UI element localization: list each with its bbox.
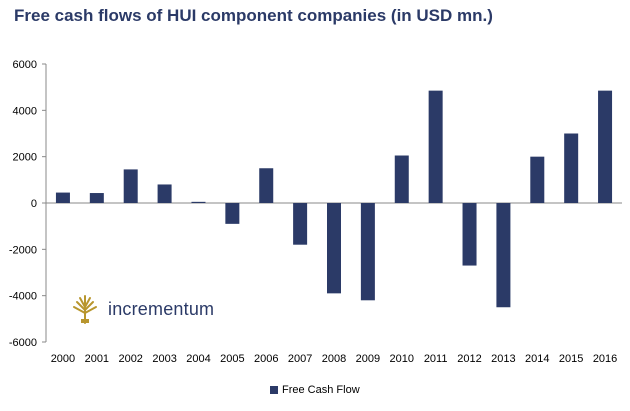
x-axis: 2000 2001 2002 2003 2004 2005 2006 2007 2008 2009… bbox=[51, 353, 618, 365]
legend-label: Free Cash Flow bbox=[282, 384, 360, 396]
bar-2007 bbox=[293, 203, 308, 245]
bars bbox=[55, 90, 613, 308]
x-tick-label: 2002 bbox=[118, 353, 142, 365]
bar-2016 bbox=[598, 90, 613, 203]
bar-2005 bbox=[225, 203, 240, 224]
y-tick-label: 4000 bbox=[13, 105, 37, 117]
x-tick-label: 2014 bbox=[525, 353, 549, 365]
x-tick-label: 2010 bbox=[390, 353, 414, 365]
bar-2003 bbox=[157, 184, 172, 203]
y-tick-label: 0 bbox=[31, 198, 37, 210]
tree-logo-icon bbox=[70, 294, 100, 324]
bar-2009 bbox=[360, 203, 375, 301]
incrementum-logo: incrementum bbox=[70, 294, 214, 324]
x-tick-label: 2007 bbox=[288, 353, 312, 365]
x-tick-label: 2001 bbox=[85, 353, 109, 365]
chart-title: Free cash flows of HUI component compani… bbox=[14, 6, 493, 25]
bar-2002 bbox=[123, 169, 138, 203]
bar-2012 bbox=[462, 203, 477, 266]
x-tick-label: 2016 bbox=[593, 353, 617, 365]
bar-2010 bbox=[394, 155, 409, 203]
legend-swatch bbox=[270, 386, 278, 394]
bar-2001 bbox=[89, 193, 104, 203]
y-axis: 6000 4000 2000 0 -2000 -4000 -6000 bbox=[9, 59, 622, 349]
bar-2000 bbox=[55, 192, 70, 203]
bar-2004 bbox=[191, 201, 206, 203]
legend: Free Cash Flow bbox=[270, 384, 360, 396]
x-tick-label: 2003 bbox=[152, 353, 176, 365]
x-tick-label: 2011 bbox=[424, 353, 448, 365]
x-tick-label: 2008 bbox=[322, 353, 346, 365]
bar-2006 bbox=[259, 168, 274, 203]
x-tick-label: 2000 bbox=[51, 353, 75, 365]
y-tick-label: -6000 bbox=[9, 337, 37, 349]
x-tick-label: 2004 bbox=[186, 353, 210, 365]
y-tick-label: -4000 bbox=[9, 291, 37, 303]
x-tick-label: 2005 bbox=[220, 353, 244, 365]
logo-text: incrementum bbox=[108, 298, 215, 319]
bar-2014 bbox=[530, 156, 545, 203]
y-tick-label: -2000 bbox=[9, 244, 37, 256]
bar-2008 bbox=[327, 203, 341, 294]
x-tick-label: 2013 bbox=[491, 353, 515, 365]
x-tick-label: 2006 bbox=[254, 353, 278, 365]
x-tick-label: 2012 bbox=[457, 353, 481, 365]
bar-2013 bbox=[496, 203, 511, 308]
x-tick-label: 2015 bbox=[559, 353, 583, 365]
x-tick-label: 2009 bbox=[356, 353, 380, 365]
y-tick-label: 2000 bbox=[13, 152, 37, 164]
bar-2011 bbox=[428, 90, 443, 203]
y-tick-label: 6000 bbox=[13, 59, 37, 71]
bar-2015 bbox=[564, 133, 579, 203]
